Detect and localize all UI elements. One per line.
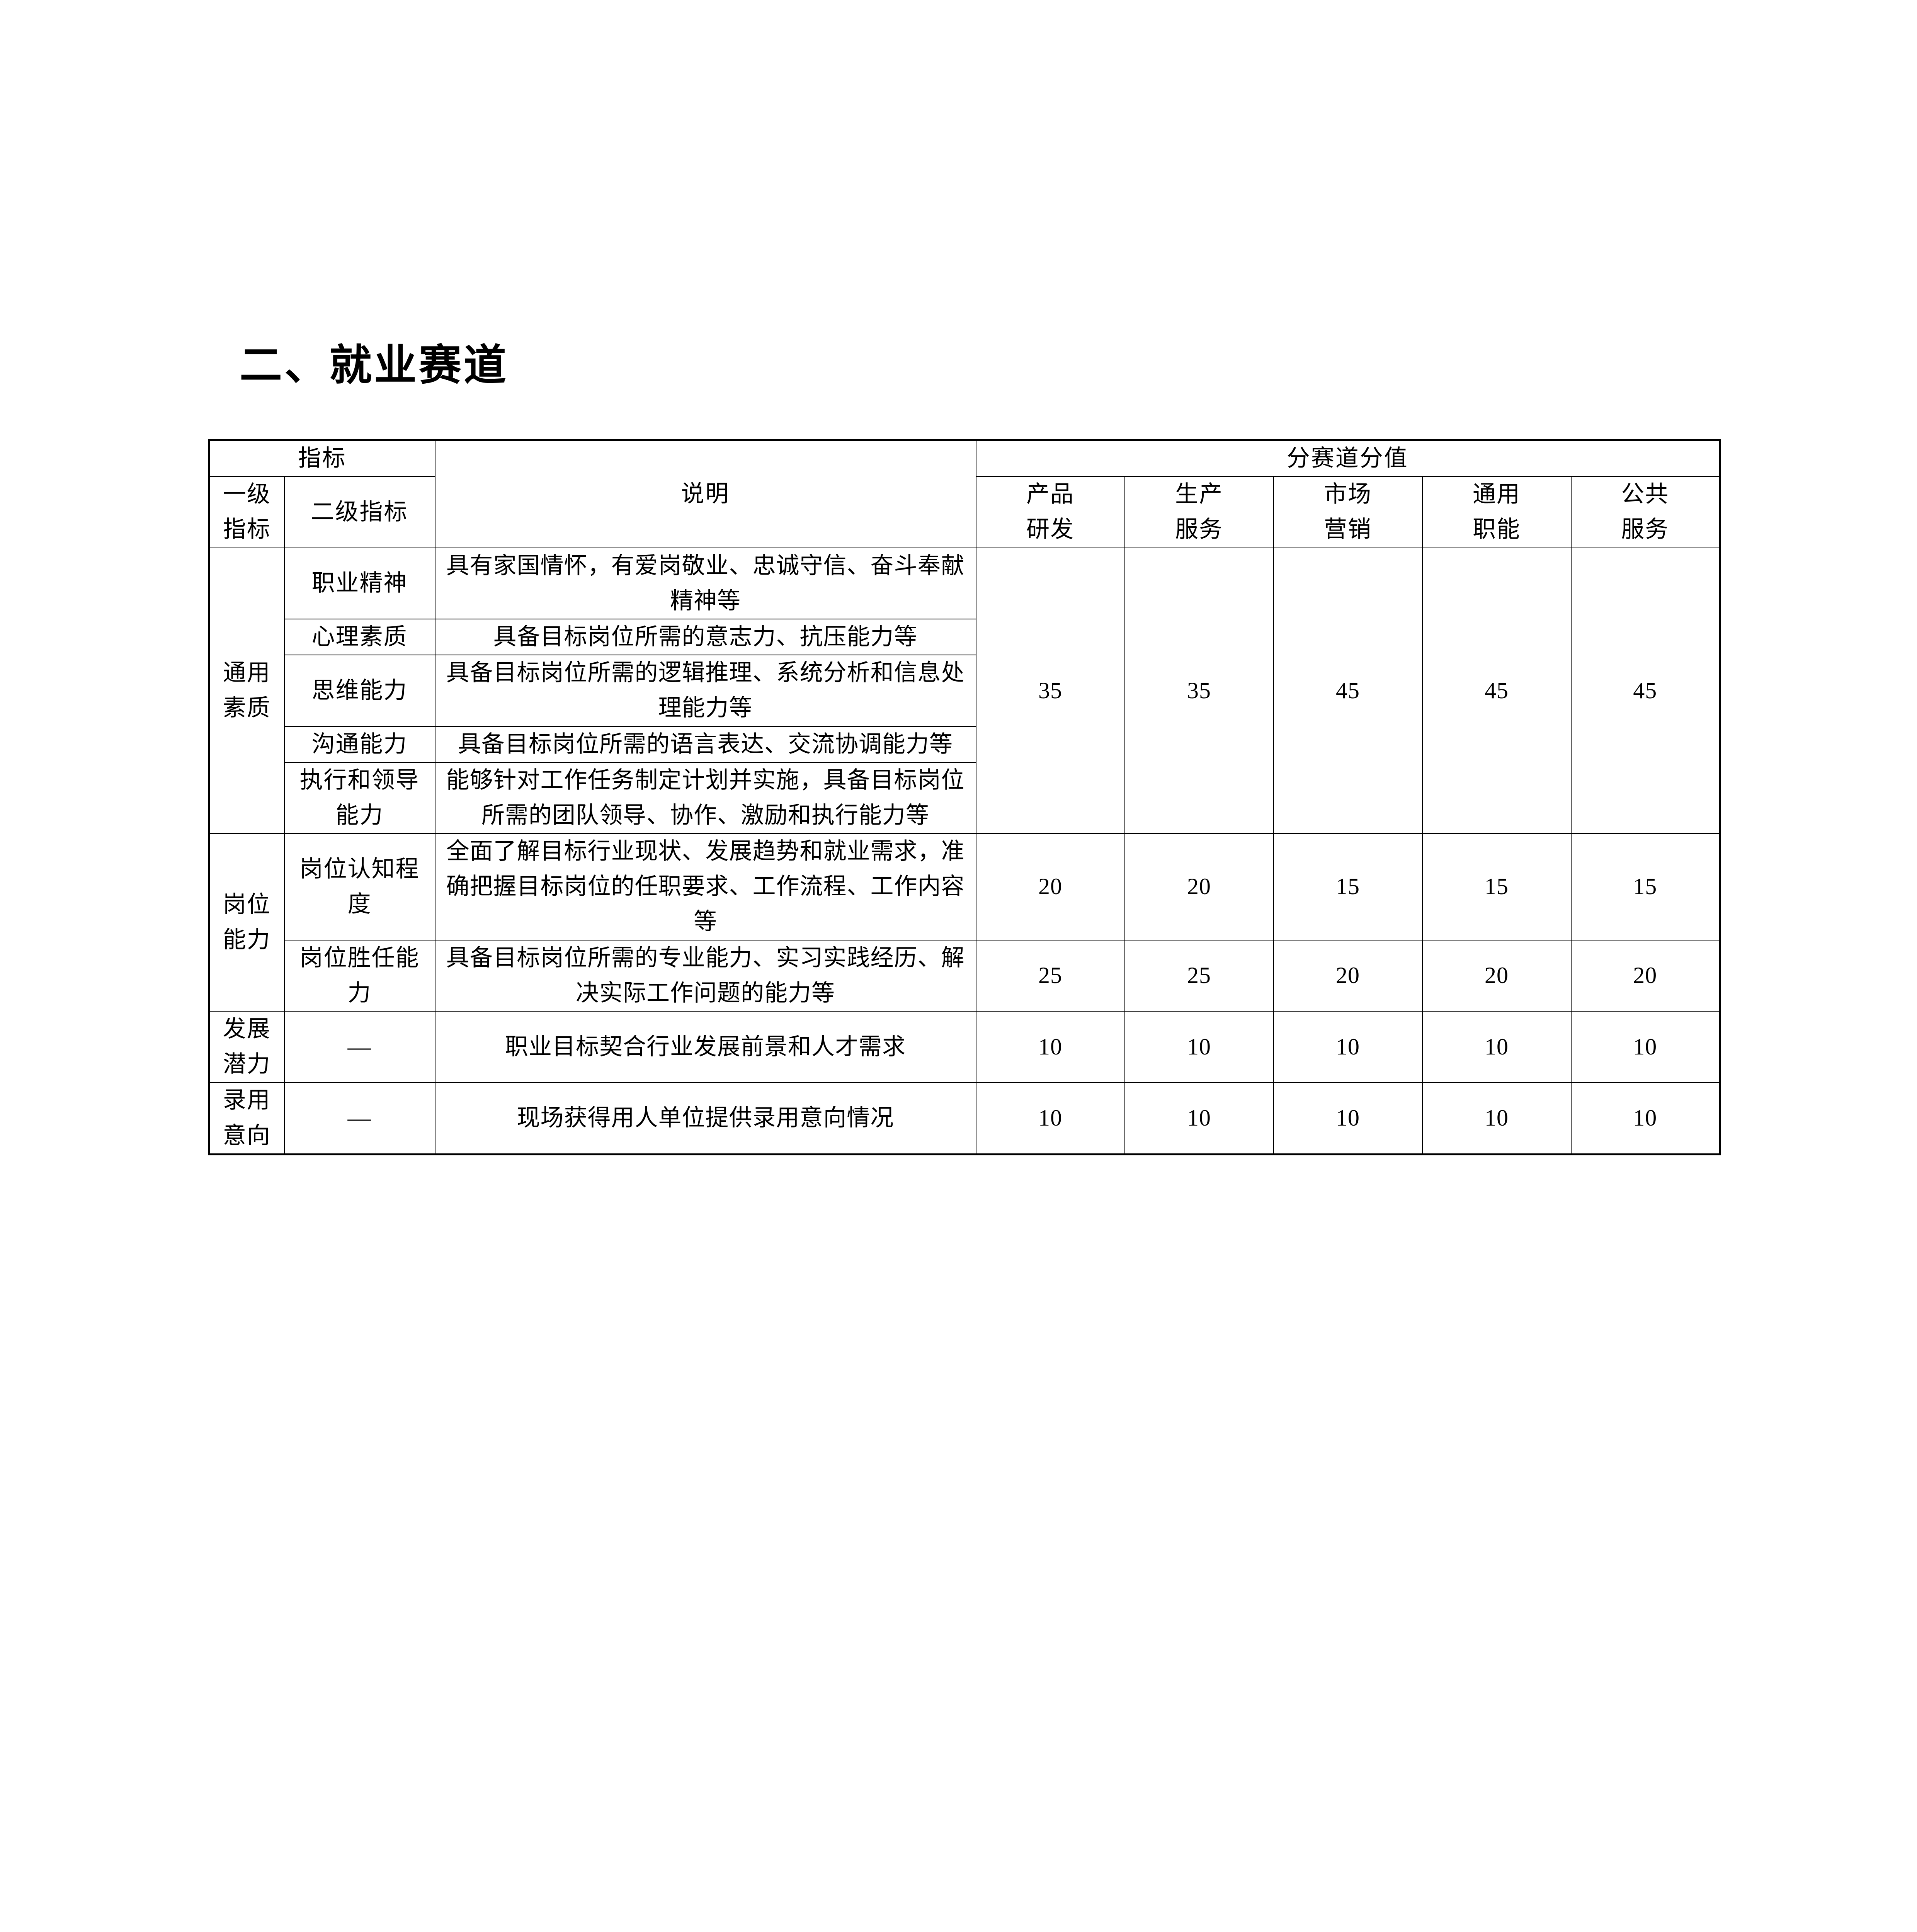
employment-track-score-table: 指标 说明 分赛道分值 一级 指标 二级指标 产品 研发 生产 服务 市场 营销 通用 职能 公共 服务 通用素… — [208, 439, 1721, 1155]
score-table-container: 指标 说明 分赛道分值 一级 指标 二级指标 产品 研发 生产 服务 市场 营销 通用 职能 公共 服务 通用素… — [208, 439, 1721, 1155]
table-row: 执行和领导 能力 能够针对工作任务制定计划并实施，具备目标岗位所需的团队领导、协作、… — [209, 762, 1720, 834]
table-header-row-columns: 一级 指标 二级指标 产品 研发 生产 服务 市场 营销 通用 职能 公共 服务 — [208, 476, 1720, 548]
header-track-2: 生产 服务 — [1124, 476, 1274, 548]
table-row: 沟通能力 具备目标岗位所需的语言表达、交流协调能力等 — [209, 726, 1720, 763]
cell-description: 现场获得用人单位提供录用意向情况 — [434, 1082, 976, 1155]
header-track-3: 市场 营销 — [1273, 476, 1423, 548]
cell-score-track-2: 35 — [1124, 547, 1274, 834]
cell-level2: 沟通能力 — [284, 726, 435, 763]
label-line: 执行和领导 — [299, 767, 420, 793]
table-row: 通用 素质 职业精神 具有家国情怀，有爱岗敬业、忠诚守信、奋斗奉献精神等 35 35 45 4… — [208, 547, 1720, 834]
cell-description: 全面了解目标行业现状、发展趋势和就业需求，准确把握目标岗位的任职要求、工作流程、… — [434, 833, 976, 940]
table-row: 思维能力 具备目标岗位所需的逻辑推理、系统分析和信息处理能力等 — [209, 655, 1720, 727]
table-row: 岗位胜任能力具备目标岗位所需的专业能力、实习实践经历、解决实际工作问题的能力等 2… — [209, 939, 1720, 1012]
cell-description: 具备目标岗位所需的语言表达、交流协调能力等 — [434, 726, 976, 763]
cell-description: 具备目标岗位所需的意志力、抗压能力等 — [434, 618, 976, 656]
header-level1: 一级 指标 — [208, 476, 285, 548]
cell-score-track-3: 10 — [1273, 1082, 1423, 1155]
cell-level2: 岗位认知程度 — [284, 833, 435, 940]
cell-level2: — — [284, 1082, 435, 1155]
label-line: 素质 — [223, 695, 271, 721]
label-line: 一级 — [223, 481, 271, 507]
header-track-4: 通用 职能 — [1422, 476, 1572, 548]
cell-score-track-4: 15 — [1422, 833, 1572, 940]
label-line: 通用 — [223, 660, 271, 686]
label-line: 岗位胜任能 — [299, 945, 420, 971]
label-line: 服务 — [1175, 517, 1223, 543]
cell-level2: — — [284, 1010, 435, 1083]
page-title: 二、就业赛道 — [240, 342, 509, 389]
cell-score-track-4: 10 — [1422, 1082, 1572, 1155]
cell-score-track-1: 20 — [975, 833, 1125, 940]
table-row: 发展 潜力 — 职业目标契合行业发展前景和人才需求 10 10 10 10 10 — [208, 1010, 1720, 1083]
cell-level1-1: 通用 素质 — [208, 547, 285, 834]
cell-score-track-2: 20 — [1124, 833, 1274, 940]
cell-score-track-4: 10 — [1422, 1010, 1572, 1083]
cell-score-track-5: 10 — [1570, 1010, 1720, 1083]
label-line: 意向 — [223, 1122, 271, 1148]
cell-score-track-3: 10 — [1273, 1010, 1423, 1083]
cell-level2: 岗位胜任能力 — [284, 939, 435, 1012]
label-line: 营销 — [1324, 517, 1372, 543]
table-row: 录用 意向 — 现场获得用人单位提供录用意向情况 10 10 10 10 10 — [208, 1082, 1720, 1155]
cell-score-track-1: 10 — [975, 1010, 1125, 1083]
cell-score-track-5: 10 — [1570, 1082, 1720, 1155]
label-line: 岗位 — [223, 891, 271, 917]
cell-level2: 思维能力 — [284, 655, 435, 727]
table-header-row-group: 指标 说明 分赛道分值 — [208, 439, 1720, 548]
cell-score-track-2: 25 — [1124, 939, 1274, 1012]
cell-description: 能够针对工作任务制定计划并实施，具备目标岗位所需的团队领导、协作、激励和执行能力… — [434, 762, 976, 834]
label-line: 公共 — [1621, 481, 1669, 507]
cell-score-track-1: 35 — [975, 547, 1125, 834]
header-indicator-group: 指标 — [208, 439, 435, 477]
cell-score-track-3: 45 — [1273, 547, 1423, 834]
header-track-1: 产品 研发 — [975, 476, 1125, 548]
table-row: 心理素质 具备目标岗位所需的意志力、抗压能力等 — [209, 618, 1720, 656]
cell-score-track-1: 10 — [975, 1082, 1125, 1155]
table-row: 岗位 能力 岗位认知程度全面了解目标行业现状、发展趋势和就业需求，准确把握目标岗位的… — [208, 833, 1720, 1012]
label-line: 力 — [347, 980, 372, 1006]
header-description: 说明 — [434, 439, 976, 548]
cell-score-track-5: 45 — [1570, 547, 1720, 834]
label-line: 能力 — [223, 927, 271, 953]
cell-level1-2: 岗位 能力 — [208, 833, 285, 1012]
header-score-group: 分赛道分值 — [975, 439, 1720, 477]
cell-description: 具备目标岗位所需的专业能力、实习实践经历、解决实际工作问题的能力等 — [434, 939, 976, 1012]
label-line: 岗位认知程 — [299, 856, 420, 882]
label-line: 生产 — [1175, 481, 1223, 507]
label-line: 度 — [347, 891, 372, 917]
cell-description: 职业目标契合行业发展前景和人才需求 — [434, 1010, 976, 1083]
label-line: 职能 — [1473, 517, 1521, 543]
label-line: 指标 — [223, 517, 271, 543]
cell-score-track-5: 20 — [1570, 939, 1720, 1012]
cell-description: 具备目标岗位所需的逻辑推理、系统分析和信息处理能力等 — [434, 655, 976, 727]
label-line: 通用 — [1473, 481, 1521, 507]
label-line: 发展 — [223, 1016, 271, 1042]
header-track-5: 公共 服务 — [1570, 476, 1720, 548]
label-line: 录用 — [223, 1087, 271, 1113]
cell-level1-3: 发展 潜力 — [208, 1010, 285, 1083]
cell-score-track-3: 20 — [1273, 939, 1423, 1012]
cell-score-track-2: 10 — [1124, 1082, 1274, 1155]
cell-level2: 执行和领导 能力 — [284, 762, 435, 834]
label-line: 市场 — [1324, 481, 1372, 507]
cell-score-track-5: 15 — [1570, 833, 1720, 940]
header-level2: 二级指标 — [284, 476, 435, 548]
cell-score-track-2: 10 — [1124, 1010, 1274, 1083]
label-line: 产品 — [1026, 481, 1074, 507]
cell-description: 具有家国情怀，有爱岗敬业、忠诚守信、奋斗奉献精神等 — [434, 547, 976, 619]
cell-level1-4: 录用 意向 — [208, 1082, 285, 1155]
label-line: 研发 — [1026, 517, 1074, 543]
cell-level2: 职业精神 — [284, 547, 435, 619]
cell-score-track-3: 15 — [1273, 833, 1423, 940]
cell-score-track-4: 20 — [1422, 939, 1572, 1012]
cell-score-track-4: 45 — [1422, 547, 1572, 834]
label-line: 能力 — [335, 802, 384, 828]
label-line: 潜力 — [223, 1051, 271, 1077]
cell-score-track-1: 25 — [975, 939, 1125, 1012]
label-line: 服务 — [1621, 517, 1669, 543]
cell-level2: 心理素质 — [284, 618, 435, 656]
